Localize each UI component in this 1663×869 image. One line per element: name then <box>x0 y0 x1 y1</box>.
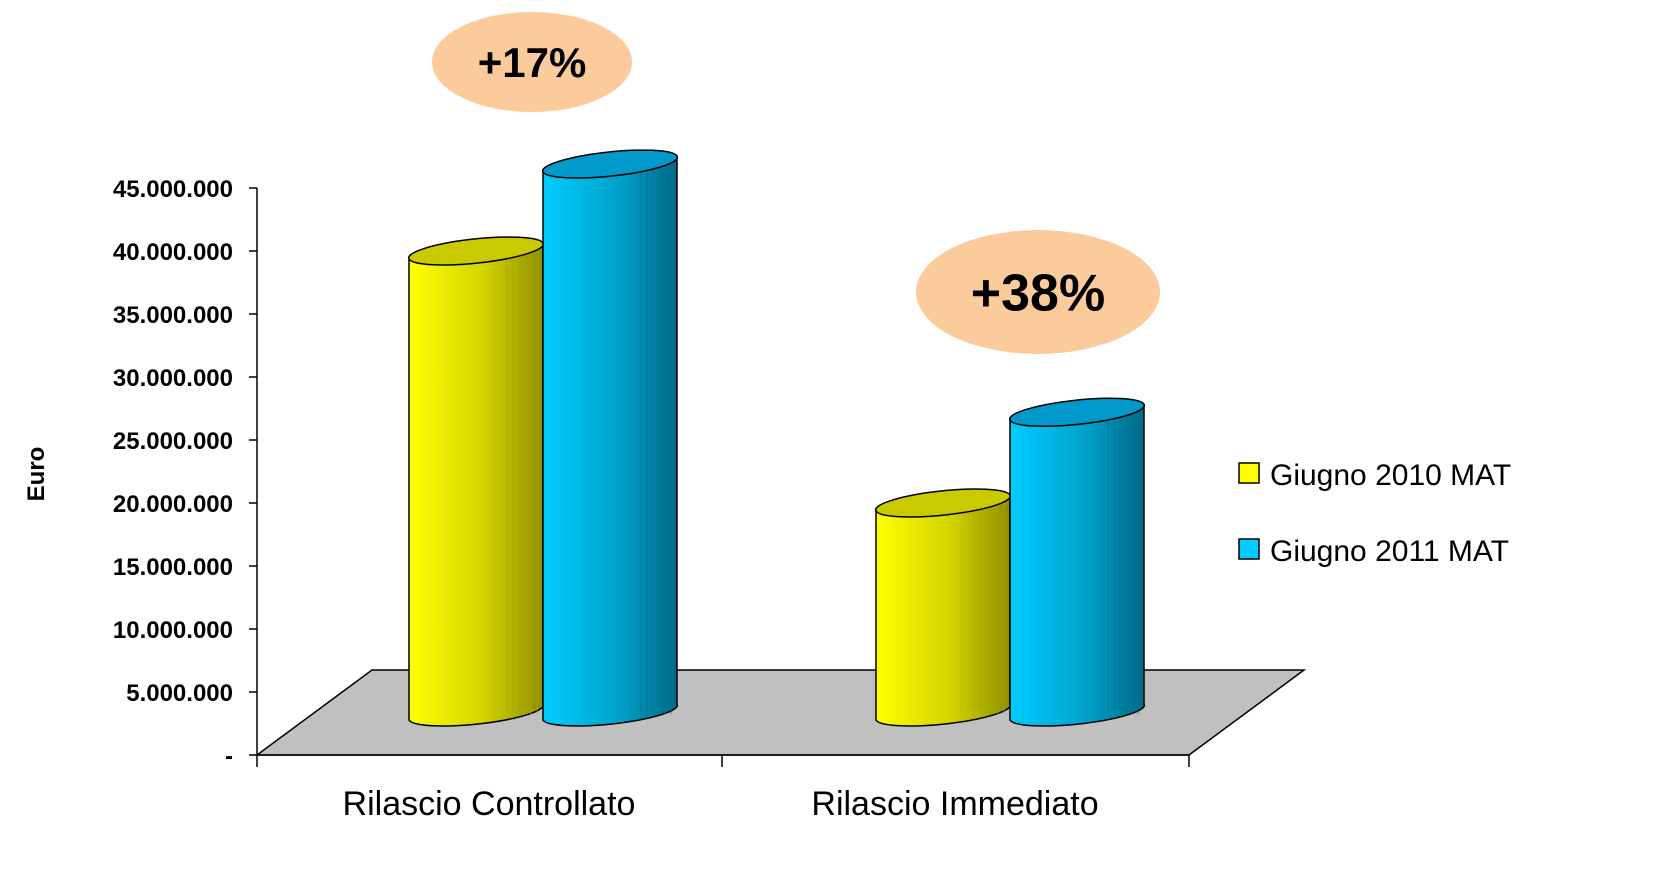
y-tick-label: 5.000.000 <box>126 680 233 707</box>
bar-body <box>1009 403 1146 727</box>
y-tick-label: 40.000.000 <box>113 239 233 266</box>
y-tick-label: 10.000.000 <box>113 617 233 644</box>
bar-body <box>542 155 679 727</box>
x-category-label: Rilascio Immediato <box>811 785 1098 823</box>
bar-top-cap <box>541 149 679 179</box>
annotation-bubble: +38% <box>916 230 1160 354</box>
bar-body <box>875 494 1012 727</box>
legend-swatch <box>1238 462 1260 484</box>
bar-body <box>408 242 545 727</box>
bar-top-cap <box>1008 397 1146 428</box>
y-tick-label: 25.000.000 <box>113 428 233 455</box>
bar-cylinder <box>1008 397 1146 727</box>
legend-item: Giugno 2011 MAT <box>1238 535 1509 568</box>
y-tick-label: - <box>225 743 233 770</box>
y-tick-label: 45.000.000 <box>113 176 233 203</box>
annotation-ellipse <box>916 230 1160 354</box>
bar-cylinder <box>407 236 545 727</box>
y-tick-label: 35.000.000 <box>113 302 233 329</box>
legend-label: Giugno 2010 MAT <box>1270 459 1511 492</box>
annotation-bubble: +17% <box>432 12 632 112</box>
annotation-label: +38% <box>971 265 1105 323</box>
bar-cylinder <box>874 488 1012 727</box>
legend-item: Giugno 2010 MAT <box>1238 459 1511 492</box>
annotation-label: +17% <box>478 39 587 86</box>
y-tick-label: 30.000.000 <box>113 365 233 392</box>
y-tick-label: 20.000.000 <box>113 491 233 518</box>
bar-cylinder <box>541 149 679 727</box>
x-category-label: Rilascio Controllato <box>343 785 636 823</box>
annotation-ellipse <box>432 12 632 112</box>
legend-label: Giugno 2011 MAT <box>1270 535 1509 568</box>
y-tick-label: 15.000.000 <box>113 554 233 581</box>
legend-swatch <box>1238 538 1260 560</box>
y-axis-label: Euro <box>23 447 50 502</box>
